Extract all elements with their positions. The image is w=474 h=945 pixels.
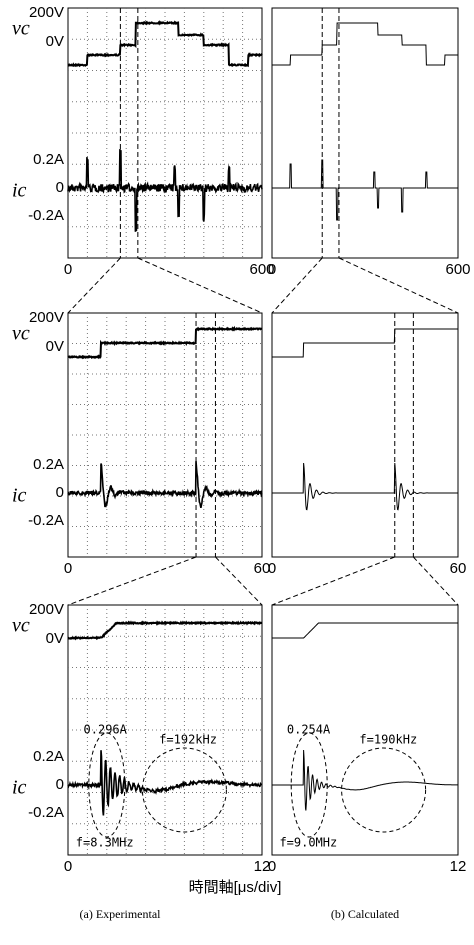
- zoom-line: [67, 257, 121, 314]
- zoom-line: [271, 556, 395, 606]
- annotation: 0.296A: [84, 723, 128, 737]
- x-tick-label: 12: [254, 858, 271, 875]
- y-tick-label: -0.2A: [28, 207, 64, 224]
- ic-trace: [67, 750, 263, 816]
- x-tick-label: 600: [249, 261, 274, 278]
- y-tick-label: 0.2A: [33, 151, 64, 168]
- x-tick-label: 0: [64, 261, 72, 278]
- panel-frame: [271, 604, 459, 856]
- annotation: f=192kHz: [159, 733, 217, 747]
- vc-trace: [272, 328, 458, 358]
- y-tick-label: 0V: [46, 630, 64, 647]
- zoom-line: [338, 257, 459, 314]
- x-tick-label: 0: [64, 560, 72, 577]
- x-tick-label: 0: [268, 858, 276, 875]
- x-tick-label: 0: [268, 560, 276, 577]
- annotation: f=8.3MHz: [76, 836, 134, 850]
- y-tick-label: 200V: [29, 601, 64, 618]
- y-tick-label: 0V: [46, 338, 64, 355]
- ic-trace: [67, 149, 263, 232]
- ic-trace: [272, 159, 458, 221]
- y-tick-label: 0.2A: [33, 748, 64, 765]
- ic-label: ic: [12, 777, 27, 799]
- ic-label: ic: [12, 180, 27, 202]
- annotation: f=190kHz: [359, 733, 417, 747]
- vc-trace: [67, 620, 263, 641]
- panel-frame: [271, 7, 459, 259]
- vc-trace: [272, 622, 458, 639]
- vc-trace: [272, 22, 458, 66]
- annotation-circle: [290, 732, 328, 838]
- vc-trace: [67, 325, 262, 360]
- vc-trace: [67, 20, 263, 68]
- panel-frame: [271, 312, 459, 558]
- zoom-line: [215, 556, 263, 606]
- y-tick-label: 0: [56, 179, 64, 196]
- x-tick-label: 12: [450, 858, 467, 875]
- annotation-circle: [141, 747, 227, 833]
- x-tick-label: 60: [450, 560, 467, 577]
- annotation-circle: [341, 747, 427, 833]
- y-tick-label: 200V: [29, 309, 64, 326]
- ic-trace: [67, 461, 263, 508]
- x-tick-label: 600: [445, 261, 470, 278]
- annotation: 0.254A: [287, 723, 331, 737]
- vc-label: vc: [12, 323, 30, 345]
- ic-trace: [272, 462, 458, 511]
- y-tick-label: 0: [56, 776, 64, 793]
- ic-trace: [272, 749, 458, 811]
- x-tick-label: 0: [268, 261, 276, 278]
- zoom-line: [67, 556, 197, 606]
- annotation-circle: [88, 732, 126, 838]
- zoom-line: [137, 257, 263, 314]
- y-tick-label: -0.2A: [28, 804, 64, 821]
- caption: (b) Calculated: [331, 907, 399, 921]
- annotation: f=9.0MHz: [279, 836, 337, 850]
- ic-label: ic: [12, 485, 27, 507]
- vc-label: vc: [12, 18, 30, 40]
- y-tick-label: 0V: [46, 33, 64, 50]
- vc-label: vc: [12, 615, 30, 637]
- zoom-line: [271, 257, 323, 314]
- x-axis-label: 時間軸[μs/div]: [189, 879, 282, 896]
- zoom-line: [412, 556, 459, 606]
- y-tick-label: 0: [56, 484, 64, 501]
- x-tick-label: 0: [64, 858, 72, 875]
- caption: (a) Experimental: [80, 907, 162, 921]
- x-tick-label: 60: [254, 560, 271, 577]
- y-tick-label: 200V: [29, 4, 64, 21]
- y-tick-label: -0.2A: [28, 512, 64, 529]
- y-tick-label: 0.2A: [33, 456, 64, 473]
